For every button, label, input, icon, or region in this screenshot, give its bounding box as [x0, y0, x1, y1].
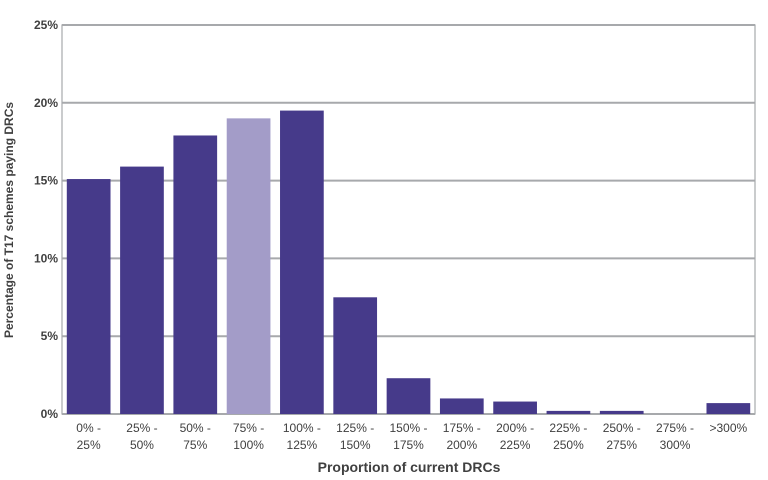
- bar: [173, 135, 218, 414]
- bar: [439, 398, 484, 414]
- y-tick-label: 5%: [41, 329, 59, 343]
- y-tick-label: 25%: [34, 18, 58, 32]
- x-tick-label: 275% -300%: [656, 421, 694, 452]
- y-tick-label: 10%: [34, 251, 58, 265]
- x-tick-label: 25% -50%: [126, 421, 157, 452]
- x-axis-title: Proportion of current DRCs: [318, 459, 501, 475]
- bar: [280, 110, 324, 414]
- y-tick-label: 0%: [41, 407, 59, 421]
- y-tick-label: 20%: [34, 96, 58, 110]
- bar: [120, 166, 164, 414]
- bars: [66, 110, 751, 415]
- x-tick-label: 175% -200%: [443, 421, 481, 452]
- bar: [386, 378, 431, 414]
- y-tick-labels: 0% 5% 10% 15% 20% 25%: [34, 18, 58, 421]
- bar: [599, 410, 644, 414]
- plot-frame: [61, 24, 756, 415]
- x-tick-label: 150% -175%: [389, 421, 427, 452]
- y-axis-title: Percentage of T17 schemes paying DRCs: [2, 102, 16, 338]
- x-tick-label: 225% -250%: [549, 421, 587, 452]
- y-tick-label: 15%: [34, 174, 58, 188]
- x-tick-labels: 0% -25% 25% -50% 50% -75% 75% -100% 100% -12…: [76, 421, 747, 452]
- bar: [333, 297, 378, 414]
- x-tick-label: 0% -25%: [76, 421, 101, 452]
- x-tick-label: 50% -75%: [180, 421, 211, 452]
- bar: [493, 401, 537, 414]
- x-tick-label: 100% -125%: [283, 421, 321, 452]
- x-tick-label: 125% -150%: [336, 421, 374, 452]
- bar: [66, 179, 111, 414]
- x-tick-label: 200% -225%: [496, 421, 534, 452]
- bar: [706, 403, 751, 414]
- x-tick-label: 250% -275%: [603, 421, 641, 452]
- x-tick-label: >300%: [709, 421, 747, 435]
- bar: [226, 118, 271, 415]
- x-tick-label: 75% -100%: [233, 421, 264, 452]
- gridlines: [61, 24, 756, 415]
- bar: [546, 410, 591, 414]
